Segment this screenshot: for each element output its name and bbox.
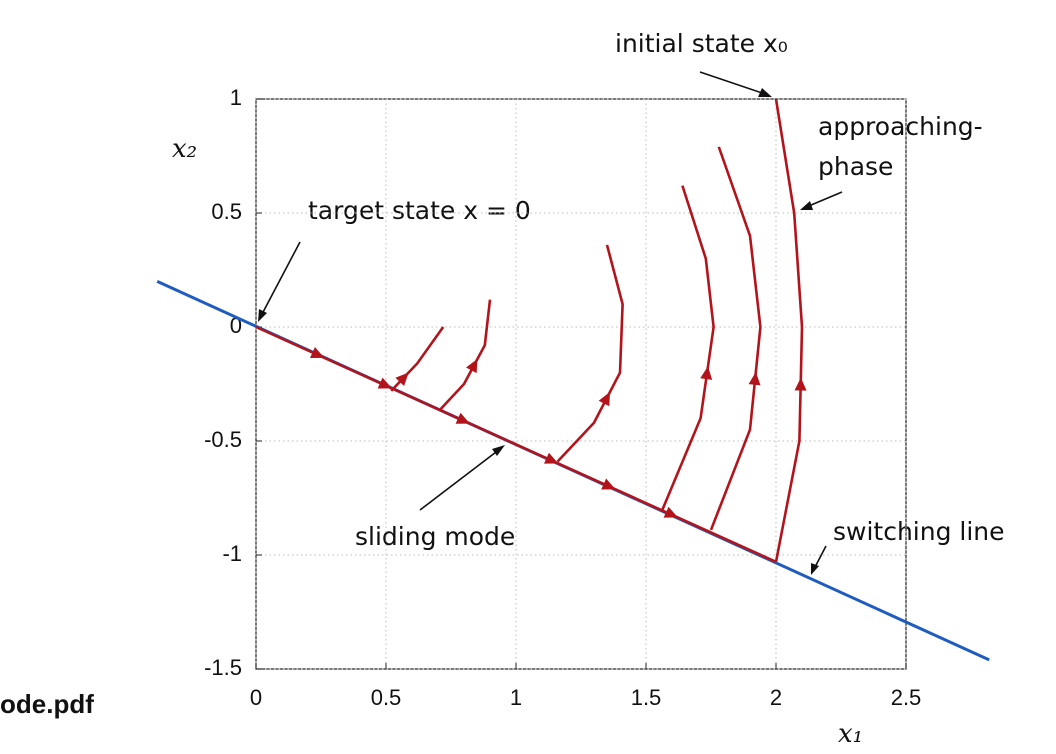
y-tick-label: 1 <box>230 85 242 110</box>
y-axis-label: x₂ <box>172 134 197 164</box>
arrowhead <box>310 347 325 358</box>
x-tick-label: 2.5 <box>891 685 922 710</box>
annotation: phase <box>818 152 893 181</box>
arrowhead <box>544 452 559 464</box>
annotation: initial state x₀ <box>615 29 788 58</box>
annotation: sliding mode <box>355 522 515 551</box>
arrowhead <box>748 371 761 386</box>
line <box>255 325 777 564</box>
x-tick-label: 0.5 <box>371 685 402 710</box>
arrowhead <box>663 506 678 518</box>
line <box>774 98 804 563</box>
y-tick-label: -1.5 <box>204 655 242 680</box>
x-axis-label: x₁ <box>838 719 863 749</box>
arrowhead <box>598 391 610 407</box>
pointer <box>419 448 501 511</box>
line <box>390 326 445 392</box>
pointers <box>258 71 843 575</box>
annotation: target state x = 0 <box>308 196 531 225</box>
annotation: approaching- <box>818 112 983 141</box>
arrowhead <box>455 412 470 424</box>
y-tick-label: -0.5 <box>204 427 242 452</box>
file-label: ode.pdf <box>0 689 94 719</box>
arrowhead <box>377 377 392 389</box>
arrowhead <box>601 478 616 490</box>
y-tick-label: 0.5 <box>211 199 242 224</box>
x-tick-label: 2 <box>770 685 782 710</box>
line <box>556 244 624 463</box>
arrowhead <box>794 377 807 391</box>
line <box>709 146 762 531</box>
pointer-head <box>758 88 772 97</box>
x-tick-label: 0 <box>250 685 262 710</box>
pointer <box>260 241 301 317</box>
plot-frame <box>255 98 907 670</box>
arrowhead <box>700 366 713 380</box>
pointer <box>699 71 769 96</box>
arrowhead <box>395 372 409 387</box>
line <box>660 185 715 513</box>
arrowhead <box>466 358 478 374</box>
line <box>439 299 492 410</box>
x-tick-label: 1 <box>510 685 522 710</box>
y-tick-label: -1 <box>222 541 242 566</box>
x-tick-label: 1.5 <box>631 685 662 710</box>
pointer-head <box>811 563 819 575</box>
pointer-head <box>258 309 267 322</box>
pointer-head <box>800 201 813 210</box>
pointer-head <box>492 445 505 456</box>
annotation: switching line <box>833 517 1005 546</box>
